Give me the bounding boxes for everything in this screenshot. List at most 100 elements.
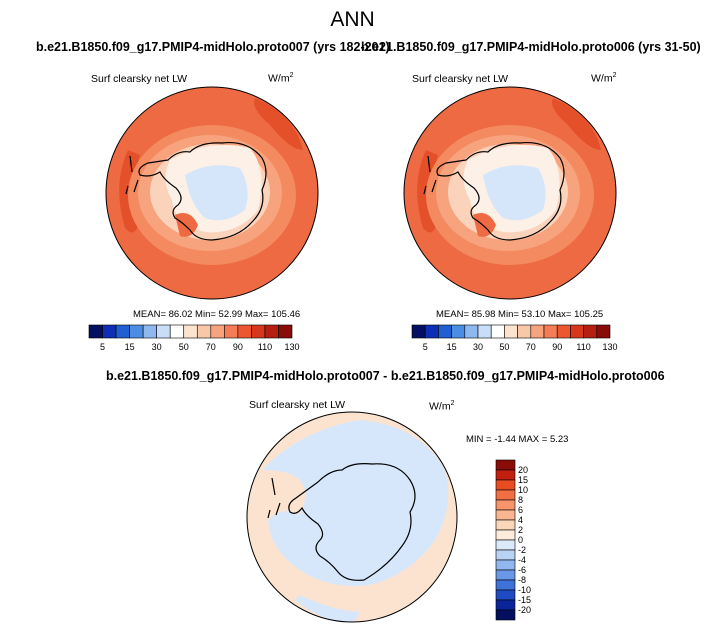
- panel2-field-fill: [404, 87, 616, 299]
- panel2-map-border: [403, 86, 617, 300]
- colorbar-swatch: [183, 324, 198, 339]
- colorbar-tick-label: 50: [499, 342, 509, 352]
- colorbar-tick-label: 70: [526, 342, 536, 352]
- weddell-warm: [175, 212, 198, 237]
- colorbar-swatch: [495, 589, 516, 601]
- colorbar-tick-label: -8: [518, 575, 526, 585]
- colorbar-tick-label: 2: [518, 525, 523, 535]
- panel1-colorbar: 5 15 30 50 70 90 110 130: [88, 324, 300, 352]
- colorbar-tick-label: -6: [518, 565, 526, 575]
- panel2-stats: MEAN= 85.98 Min= 53.10 Max= 105.25: [436, 309, 604, 320]
- diff-field-label: Surf clearsky net LW: [249, 399, 346, 411]
- colorbar-swatch: [264, 324, 279, 339]
- colorbar-tick-label: 20: [518, 465, 528, 475]
- colorbar-swatch: [495, 459, 516, 471]
- colorbar-tick-label: 5: [423, 342, 428, 352]
- diff-case-title: b.e21.B1850.f09_g17.PMIP4-midHolo.proto0…: [106, 369, 665, 383]
- colorbar-swatch: [495, 539, 516, 551]
- panel1-stats: MEAN= 86.02 Min= 52.99 Max= 105.46: [133, 309, 301, 320]
- colorbar-tick-label: 8: [518, 495, 523, 505]
- colorbar-swatch: [495, 609, 516, 621]
- colorbar-swatch: [596, 324, 611, 339]
- panel2-map: [404, 87, 616, 299]
- colorbar-tick-label: 5: [100, 342, 105, 352]
- colorbar-tick-label: -10: [518, 585, 531, 595]
- colorbar-tick-label: 110: [576, 342, 590, 352]
- colorbar-tick-label: -15: [518, 595, 531, 605]
- colorbar-swatch: [438, 324, 452, 339]
- colorbar-swatch: [517, 324, 532, 339]
- colorbar-swatch: [210, 324, 225, 339]
- colorbar-tick-label: 90: [552, 342, 562, 352]
- colorbar-swatch: [169, 324, 185, 339]
- colorbar-tick-label: 4: [518, 515, 523, 525]
- colorbar-tick-label: 15: [447, 342, 457, 352]
- colorbar-swatch: [495, 479, 516, 491]
- colorbar-swatch: [411, 324, 426, 339]
- colorbar-swatch: [504, 324, 518, 339]
- colorbar-swatch: [495, 519, 516, 531]
- figure-title: ANN: [330, 8, 375, 31]
- diff-units: W/m2: [429, 400, 455, 413]
- panel1-map-border: [105, 86, 319, 300]
- panel1-units: W/m2: [268, 72, 294, 85]
- colorbar-swatch: [495, 599, 516, 611]
- warm-patch-ne: [552, 98, 601, 150]
- colorbar-swatch: [583, 324, 598, 339]
- colorbar-swatch: [115, 324, 130, 339]
- colorbar-swatch: [278, 324, 293, 339]
- colorbar-tick-label: 10: [518, 485, 528, 495]
- colorbar-swatch: [570, 324, 584, 339]
- colorbar-swatch: [495, 469, 516, 481]
- colorbar-tick-label: -4: [518, 555, 526, 565]
- colorbar-tick-label: 30: [152, 342, 162, 352]
- colorbar-swatch: [464, 324, 479, 339]
- panel1-field-label: Surf clearsky net LW: [91, 73, 188, 85]
- diff-negative-south: [295, 595, 360, 622]
- antarctica-coastline: [436, 141, 565, 241]
- panel2-colorbar: 5 15 30 50 70 90 110 130: [411, 324, 618, 352]
- colorbar-swatch: [495, 529, 516, 541]
- colorbar-swatch: [196, 324, 212, 339]
- colorbar-tick-label: 15: [125, 342, 135, 352]
- weddell-warm: [473, 212, 496, 237]
- colorbar-swatch: [543, 324, 558, 339]
- colorbar-tick-label: 130: [602, 342, 617, 352]
- colorbar-swatch: [495, 489, 516, 501]
- colorbar-tick-label: -20: [518, 605, 531, 615]
- diff-negative-region: [262, 420, 449, 586]
- colorbar-tick-label: 110: [258, 342, 272, 352]
- diff-map-border: [246, 411, 458, 623]
- colorbar-swatch: [495, 569, 516, 581]
- colorbar-tick-label: 6: [518, 505, 523, 515]
- plateau-cold: [483, 165, 546, 221]
- diff-map: [247, 412, 457, 622]
- panel1-map: [106, 87, 318, 299]
- colorbar-swatch: [424, 324, 439, 339]
- colorbar-tick-label: 30: [473, 342, 483, 352]
- colorbar-swatch: [156, 324, 171, 339]
- colorbar-swatch: [451, 324, 466, 339]
- panel2-field-label: Surf clearsky net LW: [412, 73, 509, 85]
- colorbar-swatch: [237, 324, 252, 339]
- diff-stats: MIN = -1.44 MAX = 5.23: [466, 434, 569, 445]
- colorbar-tick-label: 15: [518, 475, 528, 485]
- colorbar-tick-label: 130: [284, 342, 299, 352]
- panel1-case-title: b.e21.B1850.f09_g17.PMIP4-midHolo.proto0…: [36, 40, 390, 54]
- colorbar-tick-label: 90: [233, 342, 243, 352]
- plateau-cold: [185, 165, 248, 221]
- colorbar-swatch: [490, 324, 505, 339]
- antarctica-coastline: [138, 141, 267, 241]
- colorbar-swatch: [102, 324, 117, 339]
- warm-patch-ne: [254, 98, 303, 150]
- colorbar-tick-label: 50: [179, 342, 189, 352]
- south-america-tip: [423, 155, 437, 195]
- colorbar-swatch: [556, 324, 571, 339]
- colorbar-swatch: [495, 559, 516, 571]
- colorbar-swatch: [530, 324, 545, 339]
- colorbar-swatch: [477, 324, 492, 339]
- colorbar-swatch: [495, 509, 516, 521]
- colorbar-tick-label: 70: [206, 342, 216, 352]
